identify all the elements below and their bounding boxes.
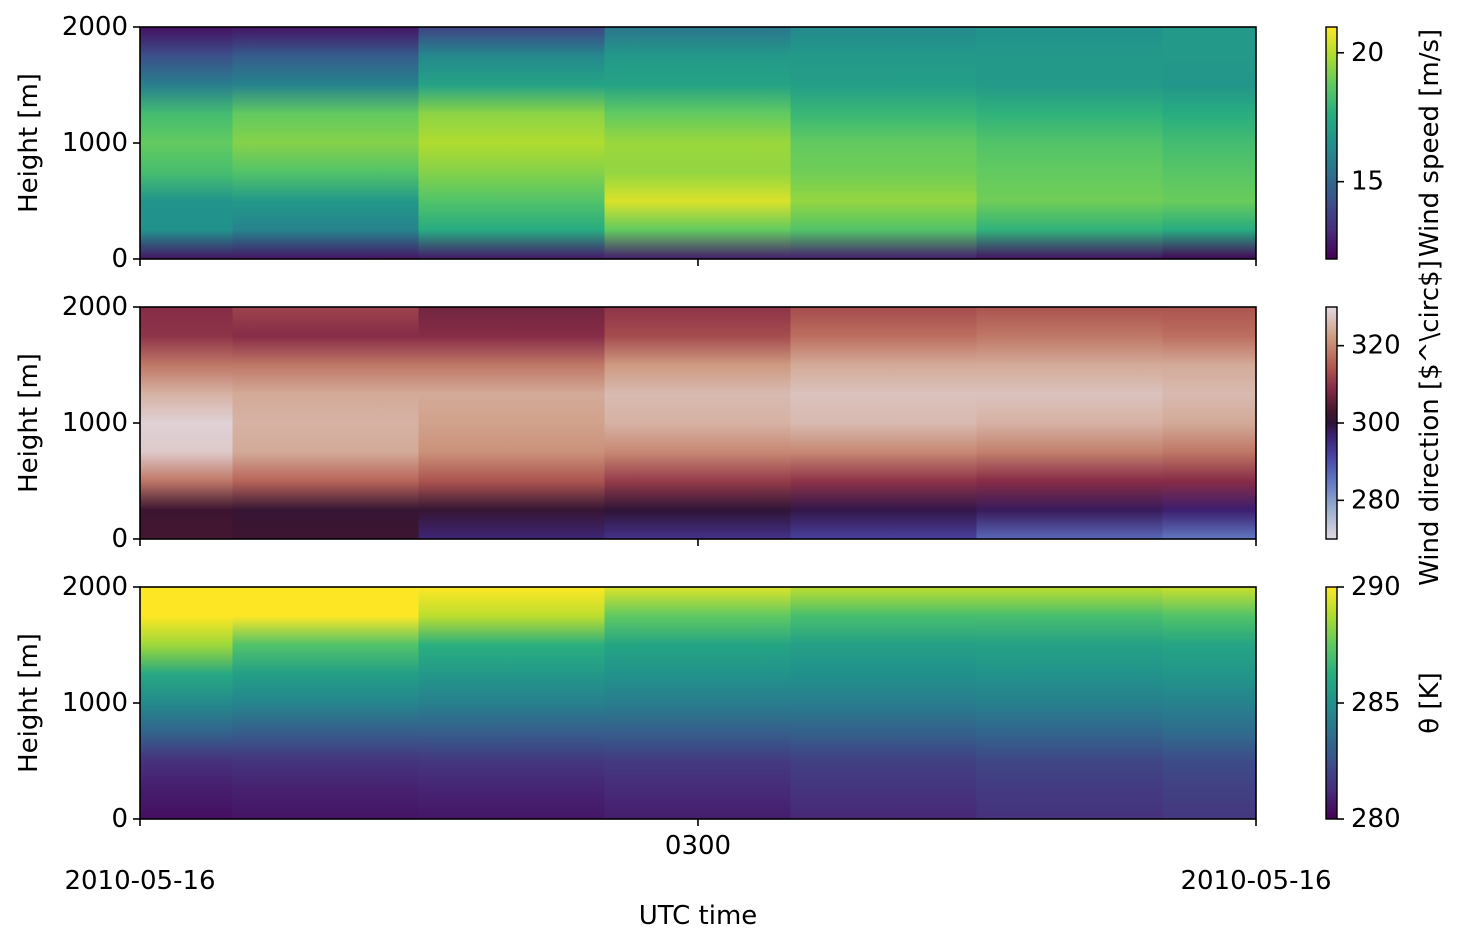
y-tick-label: 0 bbox=[111, 244, 128, 274]
heatmap-2 bbox=[139, 307, 1257, 539]
colorbar-tick-label: 20 bbox=[1351, 38, 1384, 68]
colorbar bbox=[1325, 306, 1338, 540]
heatmap-column bbox=[139, 27, 234, 259]
heatmap-column bbox=[790, 27, 978, 259]
colorbar-tick-label: 300 bbox=[1351, 408, 1401, 438]
y-tick-label: 1000 bbox=[62, 128, 128, 158]
y-tick-label: 0 bbox=[111, 804, 128, 834]
heatmap-column bbox=[232, 307, 420, 539]
colorbar-label: Wind direction [$^\circ$] bbox=[1415, 260, 1445, 586]
colorbar-tick-label: 280 bbox=[1351, 485, 1401, 515]
x-tick-label: 2010-05-16 bbox=[1180, 866, 1331, 896]
y-tick-label: 2000 bbox=[62, 292, 128, 322]
y-axis-label: Height [m] bbox=[14, 73, 44, 213]
colorbar-tick-label: 290 bbox=[1351, 572, 1401, 602]
heatmap-1 bbox=[139, 27, 1257, 259]
heatmap-column bbox=[232, 27, 420, 259]
x-axis-label: UTC time bbox=[639, 901, 758, 931]
colorbar bbox=[1325, 26, 1338, 260]
heatmap-3 bbox=[139, 587, 1257, 819]
colorbar-tick-label: 280 bbox=[1351, 804, 1401, 834]
heatmap-column bbox=[418, 307, 606, 539]
heatmap-column bbox=[790, 587, 978, 819]
colorbar bbox=[1325, 586, 1338, 820]
heatmap-column bbox=[790, 307, 978, 539]
heatmap-column bbox=[139, 307, 234, 539]
heatmap-column bbox=[232, 587, 420, 819]
colorbar-label: θ [K] bbox=[1415, 672, 1445, 734]
y-tick-label: 2000 bbox=[62, 572, 128, 602]
heatmap-column bbox=[1162, 587, 1257, 819]
heatmap-column bbox=[418, 27, 606, 259]
x-tick-label: 0300 bbox=[665, 831, 731, 861]
heatmap-column bbox=[418, 587, 606, 819]
colorbar-label: Wind speed [m/s] bbox=[1415, 29, 1445, 257]
y-axis-label: Height [m] bbox=[14, 353, 44, 493]
heatmap-column bbox=[1162, 307, 1257, 539]
colorbar-tick-label: 285 bbox=[1351, 688, 1401, 718]
y-tick-label: 0 bbox=[111, 524, 128, 554]
heatmap-column bbox=[604, 587, 792, 819]
heatmap-column bbox=[976, 27, 1164, 259]
heatmap-column bbox=[604, 27, 792, 259]
heatmap-column bbox=[604, 307, 792, 539]
x-tick-label: 2010-05-16 bbox=[64, 866, 215, 896]
y-tick-label: 1000 bbox=[62, 688, 128, 718]
y-tick-label: 2000 bbox=[62, 12, 128, 42]
heatmap-column bbox=[139, 587, 234, 819]
colorbar-tick-label: 320 bbox=[1351, 331, 1401, 361]
heatmap-column bbox=[976, 307, 1164, 539]
heatmap-column bbox=[976, 587, 1164, 819]
heatmap-column bbox=[1162, 27, 1257, 259]
y-tick-label: 1000 bbox=[62, 408, 128, 438]
y-axis-label: Height [m] bbox=[14, 633, 44, 773]
colorbar-tick-label: 15 bbox=[1351, 167, 1384, 197]
